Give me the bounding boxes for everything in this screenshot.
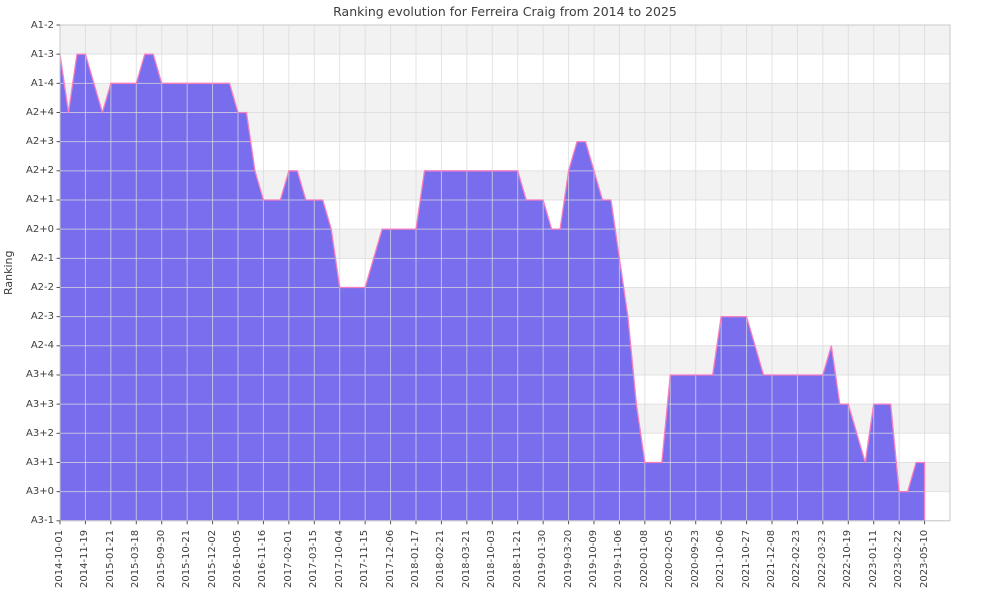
y-tick-label: A2-2 xyxy=(30,281,54,293)
x-tick-label: 2016-11-16 xyxy=(257,529,269,588)
y-tick-label: A2+0 xyxy=(26,223,54,235)
y-tick-label: A3+3 xyxy=(26,398,54,410)
level-band xyxy=(60,25,950,55)
x-tick-label: 2020-02-05 xyxy=(664,529,676,588)
x-tick-label: 2017-02-01 xyxy=(282,529,294,588)
x-tick-label: 2016-10-05 xyxy=(232,529,243,588)
x-tick-label: 2015-10-21 xyxy=(181,529,193,588)
x-tick-label: 2015-09-30 xyxy=(155,529,167,588)
x-tick-label: 2019-11-06 xyxy=(613,529,625,588)
x-tick-label: 2017-03-15 xyxy=(308,529,320,588)
chart-title: Ranking evolution for Ferreira Craig fro… xyxy=(333,4,677,19)
y-tick-label: A3+1 xyxy=(26,456,54,468)
x-tick-label: 2020-09-23 xyxy=(689,529,701,588)
plot-border xyxy=(59,24,951,522)
y-tick-label: A2+4 xyxy=(26,106,54,118)
x-tick-label: 2021-10-06 xyxy=(715,529,727,588)
y-tick-label: A3-1 xyxy=(30,515,54,527)
x-tick-label: 2020-01-08 xyxy=(638,529,650,588)
y-tick-label: A3+0 xyxy=(26,486,54,498)
x-tick-label: 2019-10-09 xyxy=(588,529,599,588)
x-tick-label: 2023-02-22 xyxy=(893,529,905,588)
x-tick-label: 2015-12-02 xyxy=(206,529,218,588)
x-tick-label: 2022-10-19 xyxy=(842,529,854,588)
level-band xyxy=(60,54,950,84)
x-tick-label: 2018-01-17 xyxy=(410,529,421,588)
x-tick-label: 2015-01-21 xyxy=(104,529,116,588)
x-tick-label: 2019-03-20 xyxy=(562,529,574,588)
y-tick-label: A2+3 xyxy=(26,136,54,148)
x-tick-label: 2019-01-30 xyxy=(537,529,549,588)
x-tick-label: 2014-11-19 xyxy=(79,529,91,588)
x-tick-label: 2018-10-03 xyxy=(486,529,498,588)
ranking-line xyxy=(59,53,926,521)
x-tick-label: 2022-03-23 xyxy=(816,529,828,588)
x-tick-label: 2018-11-21 xyxy=(511,529,523,588)
x-tick-label: 2022-02-23 xyxy=(791,529,803,588)
y-tick-label: A2-1 xyxy=(30,252,54,264)
x-tick-label: 2017-10-04 xyxy=(333,529,345,588)
y-tick-label: A1-4 xyxy=(30,77,54,89)
x-tick-label: 2014-10-01 xyxy=(54,529,65,588)
x-tick-label: 2017-12-06 xyxy=(384,529,396,588)
x-tick-label: 2018-03-21 xyxy=(460,529,472,588)
x-tick-label: 2017-11-15 xyxy=(359,529,371,588)
x-tick-label: 2015-03-18 xyxy=(130,529,142,588)
x-tick-label: 2023-05-10 xyxy=(918,529,930,588)
y-tick-label: A3+2 xyxy=(26,427,54,439)
x-tick-label: 2018-02-21 xyxy=(435,529,447,588)
x-tick-label: 2023-01-11 xyxy=(867,529,879,588)
y-tick-label: A2-4 xyxy=(30,340,54,352)
y-tick-label: A1-3 xyxy=(30,48,54,60)
y-tick-label: A2-3 xyxy=(30,311,54,323)
y-tick-label: A1-2 xyxy=(30,19,54,31)
y-tick-label: A2+2 xyxy=(26,165,54,177)
y-tick-label: A2+1 xyxy=(26,194,54,206)
x-tick-label: 2021-10-27 xyxy=(740,529,752,588)
y-tick-label: A3+4 xyxy=(26,369,54,381)
x-tick-label: 2021-12-08 xyxy=(766,529,777,588)
